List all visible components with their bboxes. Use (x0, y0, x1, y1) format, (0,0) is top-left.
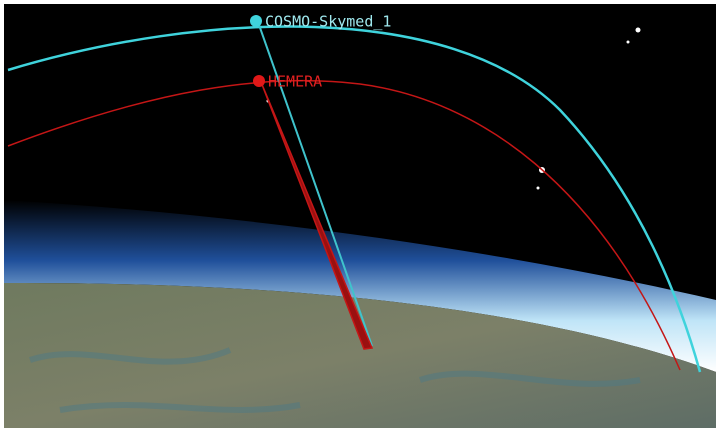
satellite-label: COSMO-Skymed_1 (265, 13, 391, 31)
satellite-marker (250, 15, 262, 27)
satellite-marker (253, 75, 265, 87)
satellite-label: HEMERA (268, 73, 322, 91)
globe-view: COSMO-Skymed_1 HEMERA (0, 0, 720, 432)
page: COSMO-Skymed_1 HEMERA (() => { const dat… (0, 0, 720, 432)
